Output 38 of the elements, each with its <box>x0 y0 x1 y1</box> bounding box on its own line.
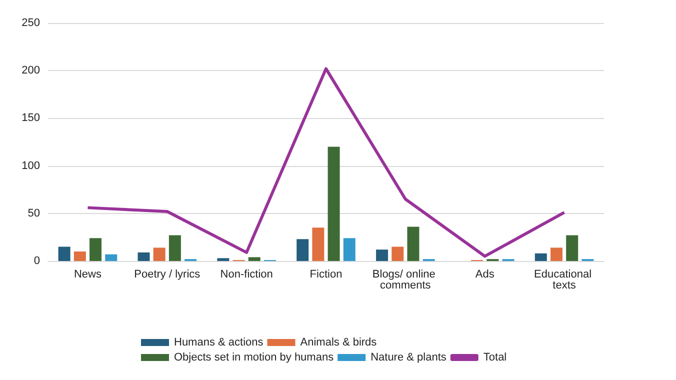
bar <box>296 239 309 261</box>
bar <box>248 257 260 261</box>
x-tick-label: Non-fiction <box>220 268 273 280</box>
x-tick-label: Blogs/ online comments <box>372 268 438 292</box>
legend-label: Animals & birds <box>300 336 378 348</box>
bar <box>90 238 102 261</box>
bar <box>550 248 562 261</box>
bar <box>168 235 181 261</box>
legend-label: Humans & actions <box>174 336 264 348</box>
bar <box>407 226 420 261</box>
bar <box>392 246 404 261</box>
legend-label: Total <box>483 352 507 364</box>
legend-label: Nature & plants <box>370 352 447 364</box>
x-tick-label: Poetry / lyrics <box>134 268 201 280</box>
y-tick-label: 200 <box>22 64 40 77</box>
y-tick-label: 250 <box>22 17 40 29</box>
bar <box>328 146 340 261</box>
x-tick-label: Ads <box>475 268 495 280</box>
bar <box>153 248 166 261</box>
y-tick-label: 100 <box>22 160 40 172</box>
bar <box>217 258 230 261</box>
bar <box>312 228 324 261</box>
x-tick-label: News <box>74 268 102 280</box>
y-tick-label: 150 <box>22 112 40 124</box>
bar <box>138 252 150 261</box>
y-tick-label: 0 <box>34 255 40 267</box>
bar <box>534 253 547 261</box>
bar <box>566 235 578 261</box>
x-tick-label: Fiction <box>310 268 342 280</box>
y-tick-label: 50 <box>28 207 40 220</box>
legend-label: Objects set in motion by humans <box>174 352 334 364</box>
bar <box>74 251 86 261</box>
bar <box>58 246 70 261</box>
line-series <box>86 67 566 258</box>
bar <box>376 250 388 261</box>
bar <box>343 238 356 261</box>
bar <box>105 254 118 261</box>
x-tick-label: Educational texts <box>534 268 595 292</box>
